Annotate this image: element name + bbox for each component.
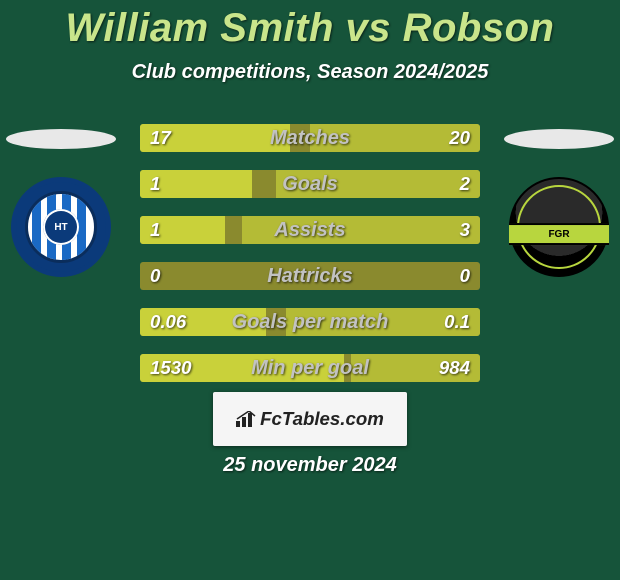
club-badge-left: HT — [11, 177, 111, 277]
date-text: 25 november 2024 — [0, 454, 620, 477]
club-badge-right-text: FGR — [509, 223, 609, 245]
stat-label: Hattricks — [140, 262, 480, 290]
stat-row: 13Assists — [140, 216, 480, 244]
chart-icon — [236, 411, 256, 427]
stat-row: 1530984Min per goal — [140, 354, 480, 382]
avatar-head-right — [504, 129, 614, 149]
stat-label: Assists — [140, 216, 480, 244]
root: William Smith vs Robson Club competition… — [0, 0, 620, 580]
club-badge-right: FGR — [509, 177, 609, 277]
stat-label: Matches — [140, 124, 480, 152]
stat-label: Goals — [140, 170, 480, 198]
source-box: FcTables.com — [213, 392, 407, 446]
stat-row: 0.060.1Goals per match — [140, 308, 480, 336]
club-badge-left-text: HT — [43, 209, 79, 245]
avatar-head-left — [6, 129, 116, 149]
stat-label: Goals per match — [140, 308, 480, 336]
source-text: FcTables.com — [260, 408, 384, 430]
stat-row: 00Hattricks — [140, 262, 480, 290]
stat-row: 1720Matches — [140, 124, 480, 152]
player-left: HT — [6, 129, 116, 277]
page-title: William Smith vs Robson — [0, 0, 620, 51]
player-right: FGR — [504, 129, 614, 277]
stat-label: Min per goal — [140, 354, 480, 382]
source-logo: FcTables.com — [236, 408, 384, 430]
stat-row: 12Goals — [140, 170, 480, 198]
page-subtitle: Club competitions, Season 2024/2025 — [0, 61, 620, 84]
stats-table: 1720Matches 12Goals 13Assists 00Hattricks 0.… — [140, 124, 480, 400]
